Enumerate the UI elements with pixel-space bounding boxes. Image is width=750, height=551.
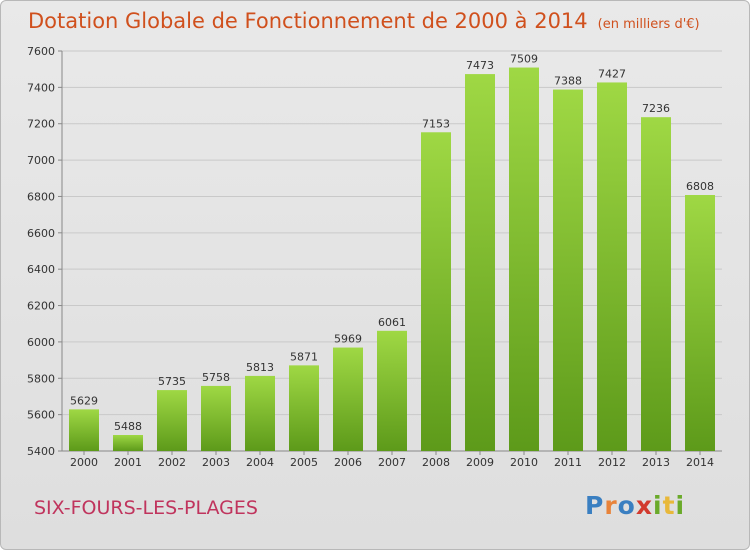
y-tick-label: 5800 xyxy=(27,372,55,385)
bar-value-label: 7427 xyxy=(598,67,626,80)
y-tick-label: 7400 xyxy=(27,81,55,94)
bar-value-label: 5735 xyxy=(158,375,186,388)
bar-value-label: 7388 xyxy=(554,75,582,88)
bar-value-label: 7153 xyxy=(422,117,450,130)
y-tick-label: 5400 xyxy=(27,445,55,458)
x-tick-label: 2002 xyxy=(158,456,186,469)
x-tick-label: 2007 xyxy=(378,456,406,469)
x-tick-label: 2000 xyxy=(70,456,98,469)
bar xyxy=(245,375,275,451)
y-tick-label: 7600 xyxy=(27,45,55,58)
y-tick-label: 6400 xyxy=(27,263,55,276)
bar xyxy=(597,82,627,452)
x-tick-label: 2001 xyxy=(114,456,142,469)
bar-value-label: 7473 xyxy=(466,59,494,72)
y-tick-label: 6600 xyxy=(27,227,55,240)
bar-value-label: 5629 xyxy=(70,394,98,407)
bar-value-label: 7236 xyxy=(642,102,670,115)
bar xyxy=(465,74,495,451)
logo-letter: i xyxy=(675,491,686,520)
proxiti-logo: Proxiti xyxy=(585,491,685,520)
bar-value-label: 5813 xyxy=(246,361,274,374)
bar xyxy=(333,347,363,451)
bar-value-label: 5871 xyxy=(290,350,318,363)
logo-letter: P xyxy=(585,491,605,520)
x-tick-label: 2005 xyxy=(290,456,318,469)
logo-letter: t xyxy=(662,491,676,520)
bar-value-label: 7509 xyxy=(510,53,538,66)
x-tick-label: 2003 xyxy=(202,456,230,469)
bar xyxy=(509,67,539,451)
x-tick-label: 2004 xyxy=(246,456,274,469)
x-tick-label: 2011 xyxy=(554,456,582,469)
y-tick-label: 7000 xyxy=(27,154,55,167)
x-tick-label: 2014 xyxy=(686,456,714,469)
bar-value-label: 5488 xyxy=(114,420,142,433)
bar-value-label: 5758 xyxy=(202,371,230,384)
bar xyxy=(641,117,671,451)
x-tick-label: 2010 xyxy=(510,456,538,469)
bar-value-label: 6808 xyxy=(686,180,714,193)
y-tick-label: 6000 xyxy=(27,336,55,349)
x-tick-label: 2009 xyxy=(466,456,494,469)
bar xyxy=(157,390,187,451)
x-tick-label: 2006 xyxy=(334,456,362,469)
logo-letter: x xyxy=(635,491,653,520)
bar xyxy=(201,385,231,451)
y-tick-label: 7200 xyxy=(27,118,55,131)
logo-letter: i xyxy=(653,491,663,520)
bar-value-label: 5969 xyxy=(334,333,362,346)
bar xyxy=(289,365,319,451)
bar-value-label: 6061 xyxy=(378,316,406,329)
bar xyxy=(113,435,143,451)
y-tick-label: 6200 xyxy=(27,300,55,313)
bar xyxy=(421,132,451,452)
bar xyxy=(69,409,99,451)
bar xyxy=(377,330,407,451)
logo-letter: r xyxy=(604,491,618,520)
y-tick-label: 5600 xyxy=(27,409,55,422)
bar xyxy=(553,89,583,451)
x-tick-label: 2008 xyxy=(422,456,450,469)
y-tick-label: 6800 xyxy=(27,190,55,203)
chart-subtitle: (en milliers d'€) xyxy=(597,17,700,32)
x-tick-label: 2012 xyxy=(598,456,626,469)
bar xyxy=(685,195,715,451)
city-name: SIX-FOURS-LES-PLAGES xyxy=(34,497,258,519)
chart-title: Dotation Globale de Fonctionnement de 20… xyxy=(28,9,700,33)
logo-letter: o xyxy=(617,491,636,520)
x-tick-label: 2013 xyxy=(642,456,670,469)
